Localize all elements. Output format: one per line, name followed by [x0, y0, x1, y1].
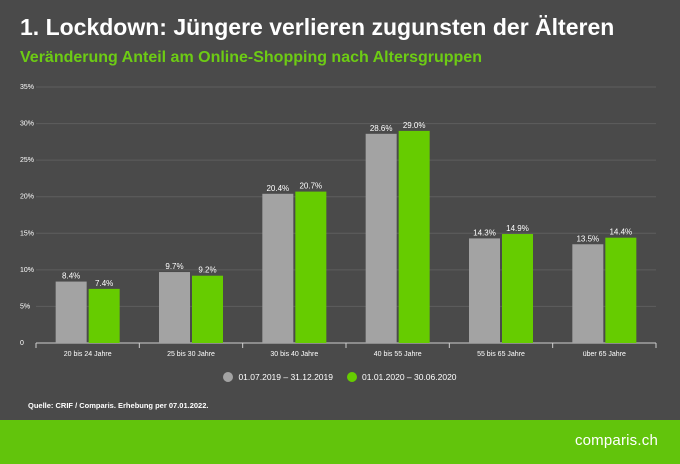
data-label: 8.4% — [62, 272, 80, 281]
legend-label: 01.01.2020 – 30.06.2020 — [362, 372, 457, 382]
data-label: 20.7% — [299, 182, 322, 191]
legend-dot-icon — [223, 372, 234, 382]
bar — [55, 281, 87, 343]
y-tick-label: 15% — [20, 230, 34, 237]
bar — [295, 191, 327, 343]
bar — [88, 288, 120, 343]
legend-dot-icon — [347, 372, 357, 382]
comparis-logo: comparis.ch — [574, 432, 658, 449]
y-tick-label: 30% — [20, 121, 34, 128]
bar — [192, 275, 223, 343]
y-tick-label: 5% — [20, 303, 30, 310]
bar — [605, 237, 637, 343]
legend-item-series-2: 01.01.2020 – 30.06.2020 — [347, 372, 457, 382]
bar — [572, 244, 604, 343]
data-label: 13.5% — [576, 234, 599, 243]
legend-item-series-1: 01.07.2019 – 31.12.2019 — [223, 372, 333, 382]
bar — [262, 193, 294, 343]
x-tick-label: 25 bis 30 Jahre — [167, 351, 215, 358]
footer-bar: comparis.ch — [0, 420, 680, 464]
data-label: 29.0% — [403, 121, 426, 130]
bar — [502, 234, 533, 343]
y-tick-label: 10% — [20, 267, 34, 274]
x-tick-label: 40 bis 55 Jahre — [374, 351, 422, 358]
bar — [469, 238, 500, 343]
chart-title: 1. Lockdown: Jüngere verlieren zugunsten… — [20, 14, 615, 40]
y-tick-label: 0 — [20, 340, 24, 347]
bar — [365, 133, 397, 343]
bar — [159, 272, 190, 343]
data-label: 14.3% — [473, 228, 496, 237]
bar — [398, 130, 430, 343]
bar-chart: 0 5% 10% 15% 20% 25% 30% 35% 20 bis 24 Jahre 8.4%… — [20, 84, 657, 358]
y-tick-label: 20% — [20, 194, 34, 201]
y-tick-label: 35% — [20, 84, 34, 91]
x-tick-label: 20 bis 24 Jahre — [64, 351, 112, 358]
data-label: 9.2% — [198, 266, 216, 275]
legend-label: 01.07.2019 – 31.12.2019 — [238, 372, 333, 382]
legend: 01.07.2019 – 31.12.2019 01.01.2020 – 30.… — [0, 372, 680, 382]
y-tick-label: 25% — [20, 157, 34, 164]
data-label: 7.4% — [95, 279, 113, 288]
data-label: 20.4% — [266, 184, 289, 193]
x-tick-label: über 65 Jahre — [583, 351, 626, 358]
x-tick-label: 55 bis 65 Jahre — [477, 351, 525, 358]
data-label: 14.9% — [506, 224, 529, 233]
source-note: Quelle: CRIF / Comparis. Erhebung per 07… — [28, 401, 209, 410]
data-label: 28.6% — [370, 124, 393, 133]
data-label: 14.4% — [609, 228, 632, 237]
x-tick-label: 30 bis 40 Jahre — [270, 351, 318, 358]
data-label: 9.7% — [165, 262, 183, 271]
chart-subtitle: Veränderung Anteil am Online-Shopping na… — [20, 49, 482, 66]
